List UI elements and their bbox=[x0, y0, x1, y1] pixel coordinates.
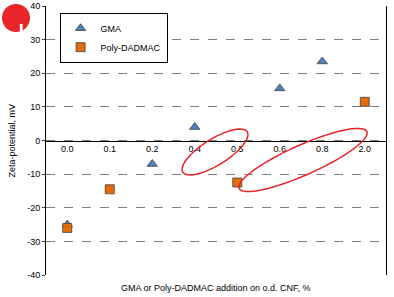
svg-text:Zeta-potential, mV: Zeta-potential, mV bbox=[7, 104, 17, 178]
svg-text:0.1: 0.1 bbox=[103, 144, 116, 154]
svg-text:10: 10 bbox=[30, 102, 40, 112]
svg-text:Poly-DADMAC: Poly-DADMAC bbox=[101, 43, 161, 53]
svg-text:0.4: 0.4 bbox=[188, 144, 201, 154]
svg-text:0: 0 bbox=[35, 136, 40, 146]
svg-text:20: 20 bbox=[30, 68, 40, 78]
svg-text:0.0: 0.0 bbox=[61, 144, 74, 154]
svg-text:-40: -40 bbox=[27, 270, 40, 280]
svg-text:GMA: GMA bbox=[101, 24, 122, 34]
svg-text:0.2: 0.2 bbox=[146, 144, 159, 154]
svg-text:40: 40 bbox=[30, 1, 40, 11]
svg-text:GMA or Poly-DADMAC addition on: GMA or Poly-DADMAC addition on o.d. CNF,… bbox=[121, 283, 311, 293]
svg-text:-30: -30 bbox=[27, 237, 40, 247]
svg-text:0.5: 0.5 bbox=[231, 144, 244, 154]
svg-text:0.8: 0.8 bbox=[316, 144, 329, 154]
svg-text:0.6: 0.6 bbox=[273, 144, 286, 154]
svg-text:-20: -20 bbox=[27, 203, 40, 213]
svg-text:2.0: 2.0 bbox=[358, 144, 371, 154]
svg-text:30: 30 bbox=[30, 35, 40, 45]
svg-text:!: ! bbox=[18, 20, 25, 42]
svg-text:-10: -10 bbox=[27, 169, 40, 179]
